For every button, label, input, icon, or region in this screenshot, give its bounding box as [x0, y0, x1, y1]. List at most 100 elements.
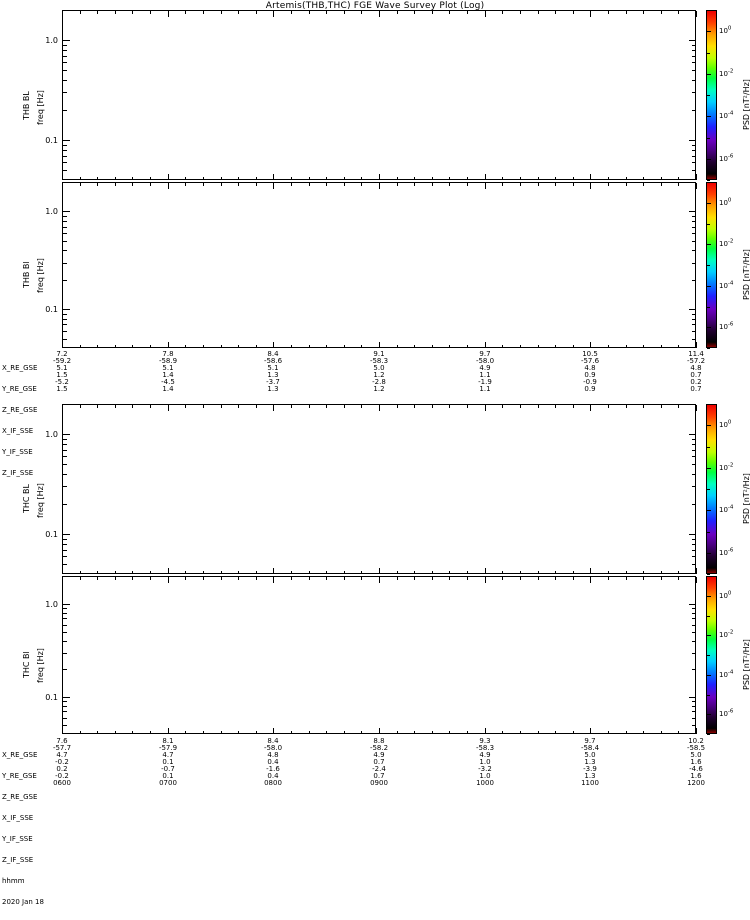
annot-value-column: 9.7 -58.4 5.0 1.3 -3.9 1.3 1100 — [573, 738, 607, 787]
y-tick-label: 1.0 — [45, 207, 58, 216]
x-tick-minor — [608, 577, 609, 580]
colorbar-tick-minor — [707, 138, 710, 139]
colorbar-tick-minor — [707, 447, 710, 448]
x-tick-minor — [326, 731, 327, 734]
x-tick-minor — [502, 177, 503, 180]
x-tick-minor — [432, 183, 433, 186]
x-tick-minor — [661, 571, 662, 574]
annot-value: 0.7 — [690, 371, 702, 379]
x-tick-major — [485, 174, 486, 180]
x-tick-minor — [678, 577, 679, 580]
annot-row-label: Y_IF_SSE — [2, 448, 33, 456]
colorbar-tick-major — [707, 468, 711, 469]
x-tick-minor — [520, 577, 521, 580]
annot-value: 8.1 — [162, 737, 174, 745]
colorbar-thb-bl — [706, 10, 717, 180]
annot-value: 0.9 — [584, 371, 596, 379]
x-tick-minor — [97, 11, 98, 14]
colorbar-tick-label: 10-2 — [719, 629, 734, 639]
x-tick-minor — [309, 571, 310, 574]
x-tick-minor — [467, 405, 468, 408]
y-tick-minor — [63, 227, 67, 228]
x-tick-minor — [626, 731, 627, 734]
x-tick-minor — [97, 731, 98, 734]
x-tick-minor — [397, 11, 398, 14]
y-tick-minor — [692, 456, 696, 457]
y-tick-minor — [692, 632, 696, 633]
annot-value: 1.3 — [267, 371, 279, 379]
panel-thc-bl-plotarea — [63, 405, 695, 573]
x-tick-minor — [256, 183, 257, 186]
y-tick-minor — [63, 233, 67, 234]
annot-value-column: 10.5 -57.6 4.8 0.9 -0.9 0.9 — [573, 351, 607, 393]
y-tick-minor — [63, 486, 67, 487]
x-tick-minor — [309, 11, 310, 14]
x-tick-minor — [538, 577, 539, 580]
annot-value: 0.7 — [373, 758, 385, 766]
annot-value-column: 11.4 -57.2 4.8 0.7 0.2 0.7 — [679, 351, 713, 393]
x-tick-major — [62, 11, 63, 17]
x-tick-minor — [432, 571, 433, 574]
panel-thc-bl2 — [62, 576, 696, 734]
panel-thb-bl2-plotarea — [63, 183, 695, 347]
colorbar-thb-bl-label: PSD [nT²/Hz] — [742, 79, 750, 130]
y-tick-minor — [63, 110, 67, 111]
y-tick-minor — [63, 170, 67, 171]
panel-thc-bl2-ylabel: freq [Hz] — [36, 648, 45, 683]
x-tick-minor — [132, 571, 133, 574]
annot-value: -58.6 — [263, 357, 283, 365]
y-tick-major — [63, 534, 70, 535]
annot-value: 1.6 — [690, 772, 702, 780]
x-tick-minor — [361, 177, 362, 180]
x-tick-minor — [643, 183, 644, 186]
x-tick-minor — [449, 345, 450, 348]
x-tick-minor — [538, 177, 539, 180]
x-tick-minor — [661, 177, 662, 180]
annot-value: 1.3 — [584, 772, 596, 780]
x-tick-minor — [238, 177, 239, 180]
x-tick-minor — [115, 731, 116, 734]
x-tick-minor — [643, 577, 644, 580]
x-tick-minor — [538, 405, 539, 408]
x-tick-minor — [150, 577, 151, 580]
x-tick-minor — [132, 577, 133, 580]
y-tick-minor — [692, 216, 696, 217]
y-tick-minor — [63, 80, 67, 81]
y-tick-minor — [63, 162, 67, 163]
x-tick-minor — [203, 183, 204, 186]
x-tick-major — [696, 183, 697, 189]
x-tick-major — [696, 577, 697, 583]
x-tick-minor — [256, 345, 257, 348]
x-tick-minor — [467, 345, 468, 348]
x-tick-minor — [309, 731, 310, 734]
y-tick-minor — [692, 544, 696, 545]
y-tick-minor — [692, 641, 696, 642]
x-tick-minor — [432, 177, 433, 180]
annot-value: 0.4 — [267, 772, 279, 780]
x-tick-minor — [467, 731, 468, 734]
x-tick-minor — [115, 11, 116, 14]
y-tick-major — [63, 211, 70, 212]
x-tick-minor — [502, 345, 503, 348]
y-tick-minor — [692, 280, 696, 281]
x-tick-minor — [256, 11, 257, 14]
page-title: Artemis(THB,THC) FGE Wave Survey Plot (L… — [265, 1, 485, 11]
x-tick-minor — [414, 183, 415, 186]
y-tick-minor — [692, 319, 696, 320]
x-tick-minor — [361, 11, 362, 14]
y-tick-minor — [692, 450, 696, 451]
x-tick-minor — [97, 177, 98, 180]
x-tick-minor — [608, 11, 609, 14]
x-tick-minor — [203, 345, 204, 348]
x-tick-minor — [203, 577, 204, 580]
colorbar-tick-minor — [707, 734, 710, 735]
x-tick-minor — [573, 571, 574, 574]
x-tick-minor — [309, 177, 310, 180]
annot-value: 5.1 — [56, 364, 68, 372]
y-tick-minor — [63, 725, 67, 726]
x-tick-minor — [344, 177, 345, 180]
y-tick-major — [689, 140, 696, 141]
y-tick-minor — [692, 110, 696, 111]
x-tick-major — [168, 342, 169, 348]
x-tick-minor — [221, 177, 222, 180]
